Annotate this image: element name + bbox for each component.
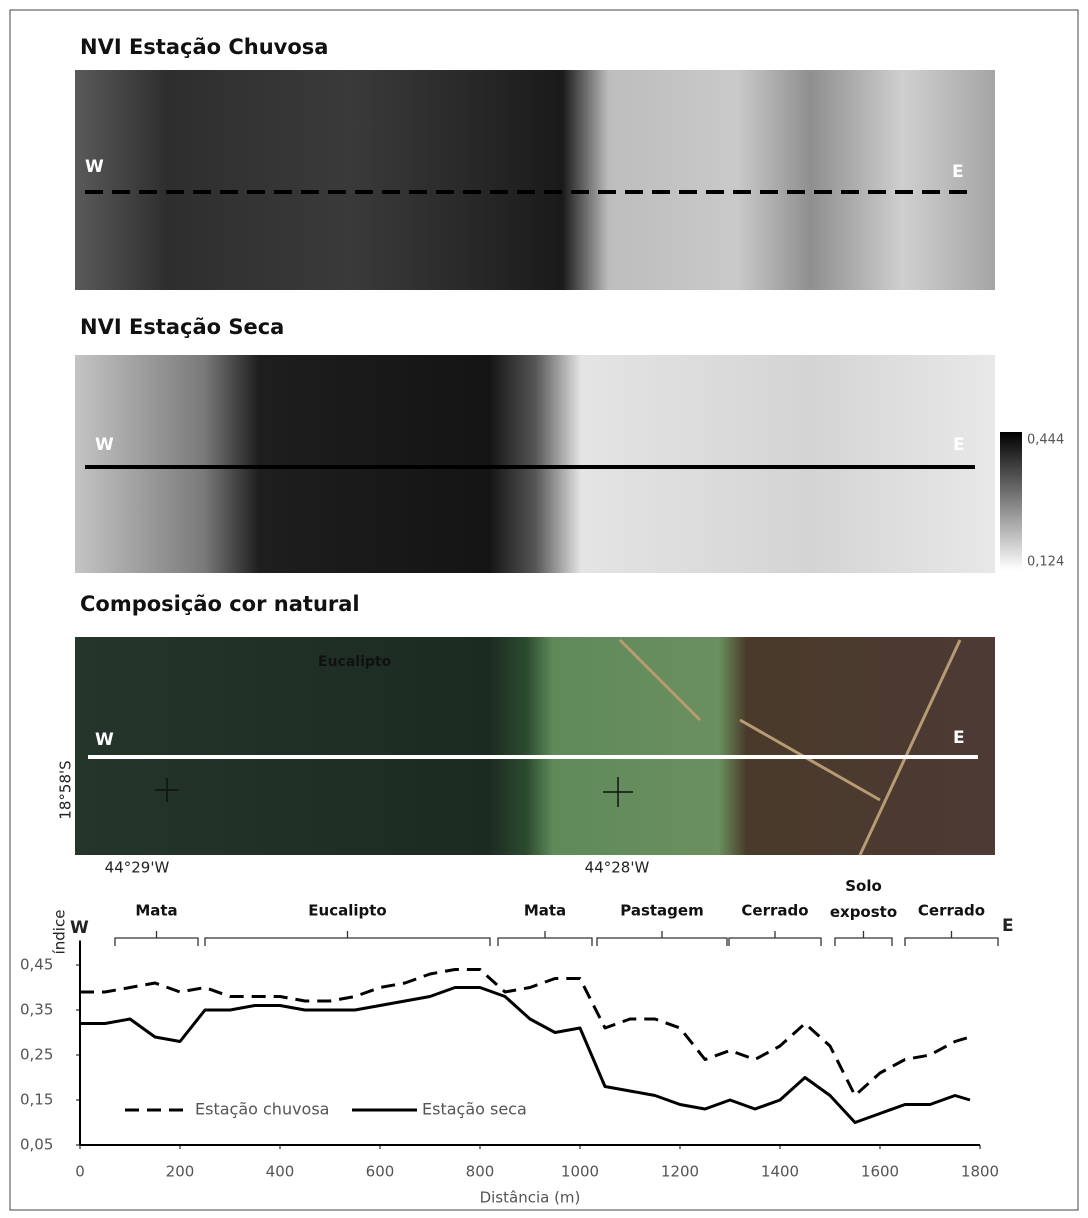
- segment-label: Cerrado: [741, 902, 808, 920]
- x-tick-label: 200: [166, 1163, 195, 1181]
- y-tick-label: 0,05: [20, 1136, 53, 1154]
- x-tick-label: 1600: [861, 1163, 899, 1181]
- segment-label: Eucalipto: [308, 902, 386, 920]
- inset-label: Eucalipto: [318, 654, 392, 670]
- east-label: E: [953, 435, 965, 455]
- segment-bracket: [729, 931, 821, 946]
- y-tick-label: 0,15: [20, 1091, 53, 1109]
- y-tick-label: 0,35: [20, 1001, 53, 1019]
- x-tick-label: 1800: [961, 1163, 999, 1181]
- segment-label: Mata: [135, 902, 177, 920]
- segment-bracket: [205, 931, 490, 946]
- x-tick-label: 1200: [661, 1163, 699, 1181]
- west-label: W: [85, 157, 104, 177]
- segment-label: Mata: [524, 902, 566, 920]
- segment-bracket: [597, 931, 727, 946]
- segment-bracket: [498, 931, 592, 946]
- legend-label: Estação seca: [422, 1100, 527, 1119]
- colorbar: [1000, 432, 1022, 570]
- west-label: W: [95, 435, 114, 455]
- east-label: E: [952, 162, 964, 182]
- y-tick-label: 0,25: [20, 1046, 53, 1064]
- y-axis-label: índice: [51, 910, 69, 955]
- x-tick-label: 0: [75, 1163, 85, 1181]
- west-label: W: [70, 918, 89, 938]
- segment-label: Pastagem: [620, 902, 703, 920]
- x-tick-label: 1400: [761, 1163, 799, 1181]
- latitude-label: 18°58'S: [57, 760, 75, 819]
- x-tick-label: 1000: [561, 1163, 599, 1181]
- longitude-label: 44°28'W: [585, 859, 650, 877]
- y-tick-label: 0,45: [20, 956, 53, 974]
- natural-color-image: [75, 637, 995, 855]
- segment-bracket: [835, 931, 892, 946]
- west-label: W: [95, 730, 114, 750]
- figure: NVI Estação Chuvosa W E NVI Estação Seca…: [0, 0, 1088, 1214]
- east-label: E: [1002, 916, 1014, 936]
- panel-title: Composição cor natural: [80, 592, 360, 616]
- segment-label: Cerrado: [918, 902, 985, 920]
- x-tick-label: 800: [466, 1163, 495, 1181]
- x-tick-label: 600: [366, 1163, 395, 1181]
- panel-title: NVI Estação Chuvosa: [80, 35, 328, 59]
- segment-bracket: [115, 931, 198, 946]
- segment-bracket: [905, 931, 998, 946]
- x-tick-label: 400: [266, 1163, 295, 1181]
- series-line: [80, 970, 970, 1096]
- colorbar-max: 0,444: [1027, 433, 1064, 448]
- east-label: E: [953, 728, 965, 748]
- ndvi-dry-image: [75, 355, 995, 573]
- x-axis-label: Distância (m): [480, 1189, 581, 1207]
- colorbar-min: 0,124: [1027, 555, 1064, 570]
- ndvi-rainy-image: [75, 70, 995, 290]
- panel-title: NVI Estação Seca: [80, 315, 284, 339]
- legend-label: Estação chuvosa: [195, 1100, 329, 1119]
- longitude-label: 44°29'W: [105, 859, 170, 877]
